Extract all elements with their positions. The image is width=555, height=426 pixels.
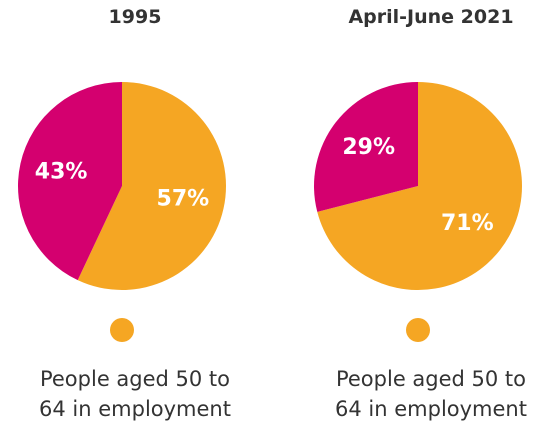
value-label: 71% xyxy=(441,211,494,236)
chart-panel: 1995 57% 43% People aged 50 to 64 in employ… xyxy=(0,0,270,426)
pie-slice xyxy=(17,82,122,281)
legend-text: People aged 50 to 64 in employment xyxy=(39,367,231,421)
chart-title: April-June 2021 xyxy=(348,6,514,28)
value-label: 29% xyxy=(342,135,395,160)
pie-slice xyxy=(317,82,522,290)
chart-panel: April-June 2021 71% 29% People aged 50 to 6… xyxy=(296,0,555,426)
pie-chart: 71% 29% xyxy=(314,81,522,342)
value-label: 57% xyxy=(157,187,210,212)
chart-title: 1995 xyxy=(108,6,162,28)
pie-slice xyxy=(314,81,418,212)
pie-chart: 57% 43% xyxy=(17,82,226,342)
legend-marker xyxy=(110,318,134,342)
legend-text: People aged 50 to 64 in employment xyxy=(335,367,527,421)
value-label: 43% xyxy=(35,159,88,184)
legend-marker xyxy=(406,318,430,342)
pie-slice xyxy=(77,82,226,290)
